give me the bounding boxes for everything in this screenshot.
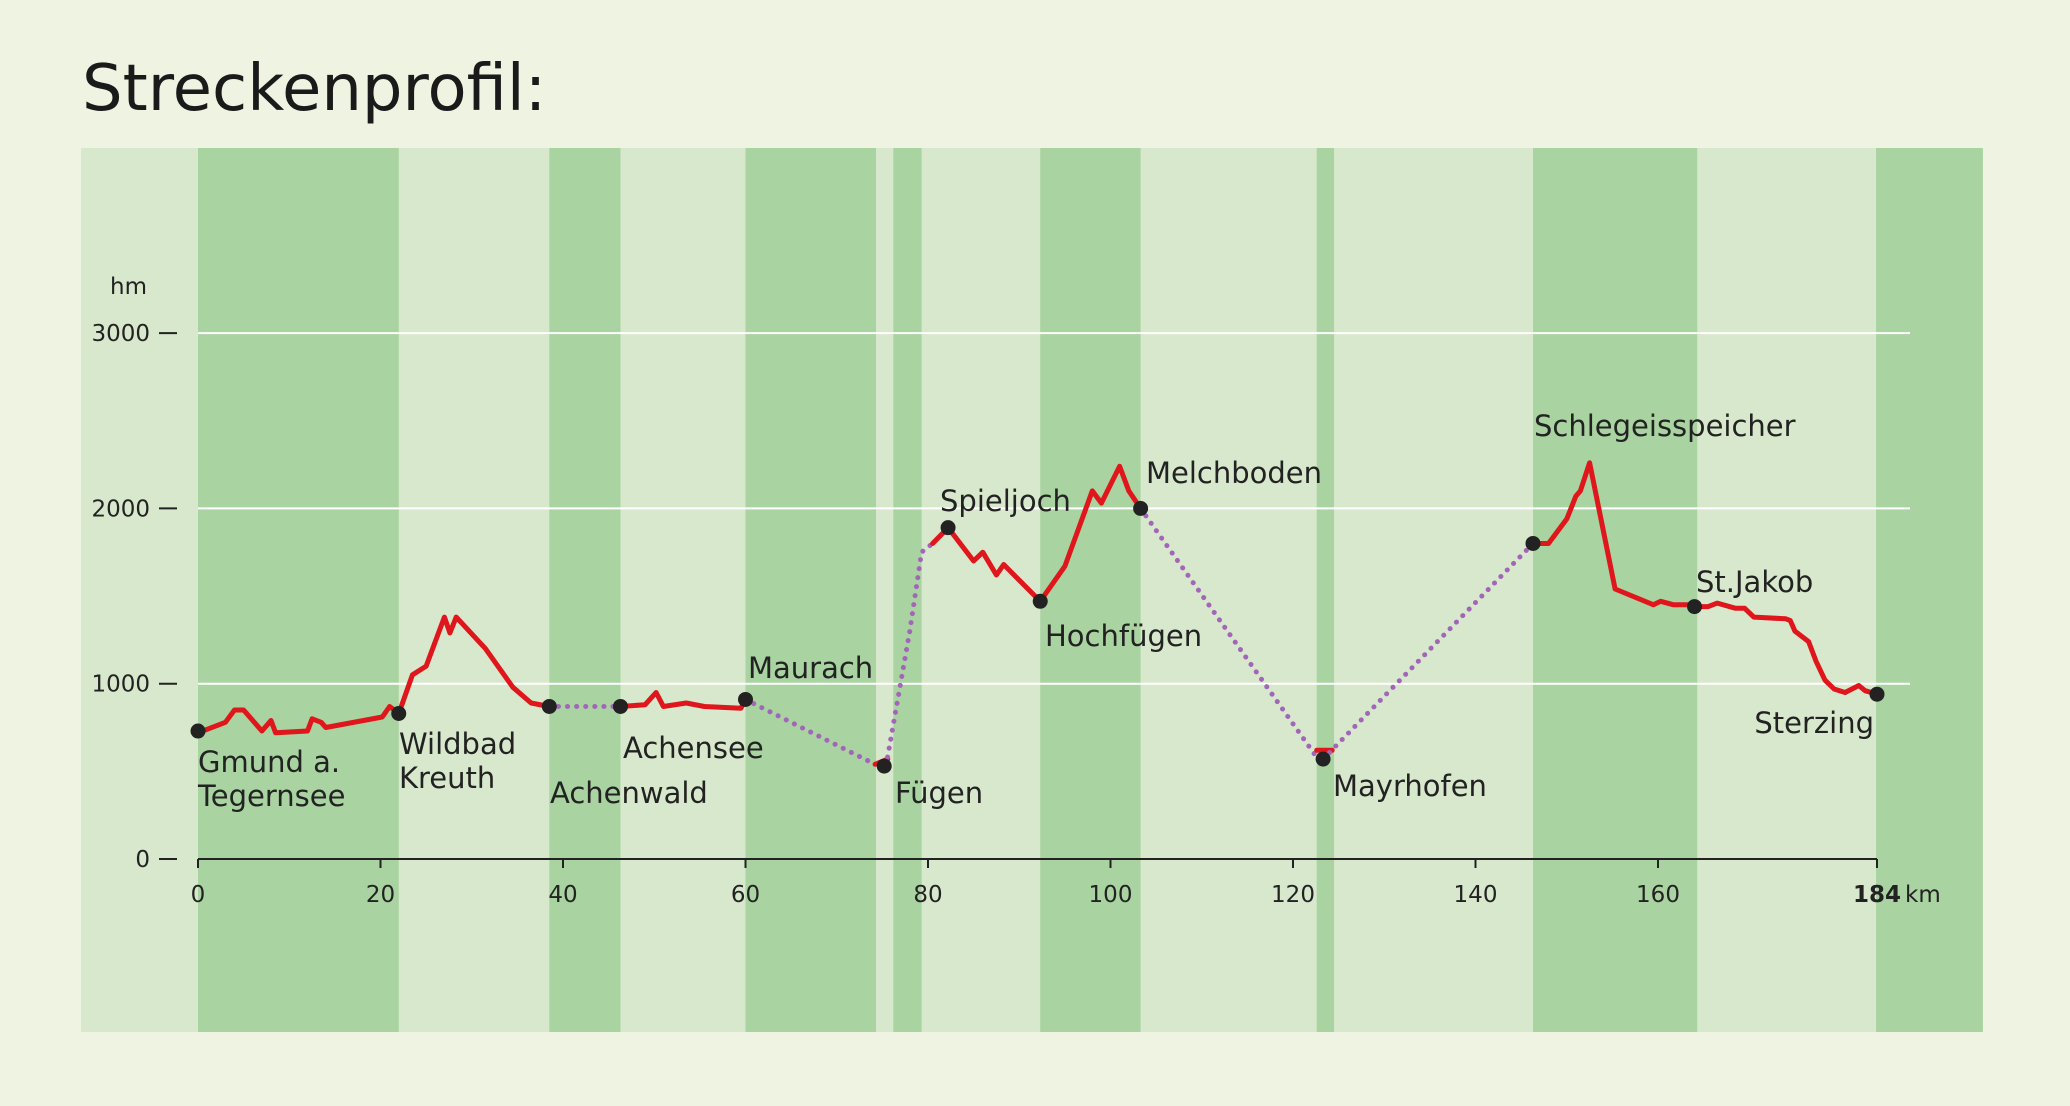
background-band-4 bbox=[893, 148, 922, 1032]
waypoint-label-wildbad-kreuth: Wildbad Kreuth bbox=[399, 727, 516, 795]
x-tick-label-120: 120 bbox=[1271, 882, 1315, 908]
background-band-2 bbox=[549, 148, 621, 1032]
waypoint-label-line: Achensee bbox=[623, 731, 764, 765]
waypoint-marker-wildbad-kreuth bbox=[391, 706, 407, 722]
waypoint-marker-mayrhofen bbox=[1315, 751, 1331, 767]
y-axis-label: hm bbox=[110, 274, 147, 300]
waypoint-label-sterzing: Sterzing bbox=[1754, 706, 1874, 740]
waypoint-label-spieljoch: Spieljoch bbox=[940, 484, 1071, 518]
waypoint-label-line: Gmund a. bbox=[198, 745, 340, 779]
waypoint-label-line: St.Jakob bbox=[1696, 565, 1813, 599]
transfer-segment-4 bbox=[743, 697, 878, 767]
background-band-3 bbox=[745, 148, 876, 1032]
y-tick-label-0: 0 bbox=[135, 847, 150, 873]
transfer-segment-8 bbox=[1138, 505, 1320, 760]
background-band-6 bbox=[1316, 148, 1335, 1032]
background-band-5 bbox=[1040, 148, 1141, 1032]
waypoint-label-mayrhofen: Mayrhofen bbox=[1333, 769, 1487, 803]
waypoint-markers bbox=[190, 500, 1885, 774]
waypoint-label-line: Wildbad bbox=[399, 727, 516, 761]
waypoint-label-schlegeisspeicher: Schlegeisspeicher bbox=[1534, 409, 1796, 443]
gridlines bbox=[198, 332, 1910, 685]
waypoint-label-gmund-a-tegernsee: Gmund a. Tegernsee bbox=[197, 745, 345, 813]
waypoint-marker-achenwald bbox=[541, 698, 557, 714]
waypoint-label-achenwald: Achenwald bbox=[550, 776, 708, 810]
waypoint-marker-spieljoch bbox=[940, 520, 956, 536]
chart-title: Streckenprofil: bbox=[82, 52, 546, 126]
waypoint-label-line: Maurach bbox=[748, 651, 873, 685]
waypoint-marker-maurach bbox=[738, 691, 753, 707]
waypoint-labels: Gmund a. Tegernsee Wildbad Kreuth Achenwald A… bbox=[197, 409, 1874, 813]
waypoint-label-hochfügen: Hochfügen bbox=[1045, 619, 1202, 653]
waypoint-label-line: Fügen bbox=[895, 776, 983, 810]
waypoint-marker-gmund-a-tegernsee bbox=[190, 723, 206, 739]
ride-segment-3 bbox=[618, 690, 748, 711]
waypoint-label-line: Schlegeisspeicher bbox=[1534, 409, 1796, 443]
waypoint-label-line: Melchboden bbox=[1146, 456, 1322, 490]
waypoint-label-maurach: Maurach bbox=[748, 651, 873, 685]
x-tick-label-end: 184 bbox=[1853, 882, 1901, 908]
waypoint-marker-hochfügen bbox=[1032, 593, 1048, 609]
waypoint-label-line: Tegernsee bbox=[197, 779, 345, 813]
waypoint-marker-sterzing bbox=[1869, 686, 1885, 702]
x-tick-label-100: 100 bbox=[1089, 882, 1133, 908]
y-tick-label-3000: 3000 bbox=[91, 321, 150, 347]
x-tick-label-160: 160 bbox=[1636, 882, 1680, 908]
background-band-8 bbox=[1876, 148, 1983, 1032]
waypoint-label-line: Hochfügen bbox=[1045, 619, 1202, 653]
waypoint-marker-achensee bbox=[612, 698, 628, 714]
waypoint-label-line: Mayrhofen bbox=[1333, 769, 1487, 803]
waypoint-label-line: Sterzing bbox=[1754, 706, 1874, 740]
x-tick-label-20: 20 bbox=[366, 882, 395, 908]
waypoint-marker-st-jakob bbox=[1687, 599, 1702, 615]
waypoint-label-line: Kreuth bbox=[399, 761, 495, 795]
waypoint-marker-fügen bbox=[876, 758, 892, 774]
x-tick-label-80: 80 bbox=[913, 882, 942, 908]
x-tick-label-60: 60 bbox=[731, 882, 760, 908]
y-tick-label-2000: 2000 bbox=[91, 496, 150, 522]
y-tick-label-1000: 1000 bbox=[91, 672, 150, 698]
x-tick-label-0: 0 bbox=[191, 882, 206, 908]
waypoint-label-line: Spieljoch bbox=[940, 484, 1071, 518]
x-axis-unit: km bbox=[1905, 882, 1941, 908]
background-band-1 bbox=[198, 148, 399, 1032]
ride-segment-1 bbox=[195, 614, 552, 736]
waypoint-label-line: Achenwald bbox=[550, 776, 708, 810]
background-bands bbox=[198, 148, 1983, 1032]
waypoint-label-melchboden: Melchboden bbox=[1146, 456, 1322, 490]
x-tick-label-40: 40 bbox=[548, 882, 577, 908]
waypoint-label-st-jakob: St.Jakob bbox=[1696, 565, 1813, 599]
waypoint-marker-melchboden bbox=[1133, 500, 1149, 516]
axes: 0 1000 2000 3000 hm 0 20 40 60 80 100 120 140 160 184 k… bbox=[91, 274, 1940, 908]
waypoint-label-fügen: Fügen bbox=[895, 776, 983, 810]
ride-segment-11 bbox=[1530, 460, 1880, 697]
waypoint-marker-schlegeisspeicher bbox=[1525, 535, 1541, 551]
waypoint-label-achensee: Achensee bbox=[623, 731, 764, 765]
x-tick-label-140: 140 bbox=[1454, 882, 1498, 908]
